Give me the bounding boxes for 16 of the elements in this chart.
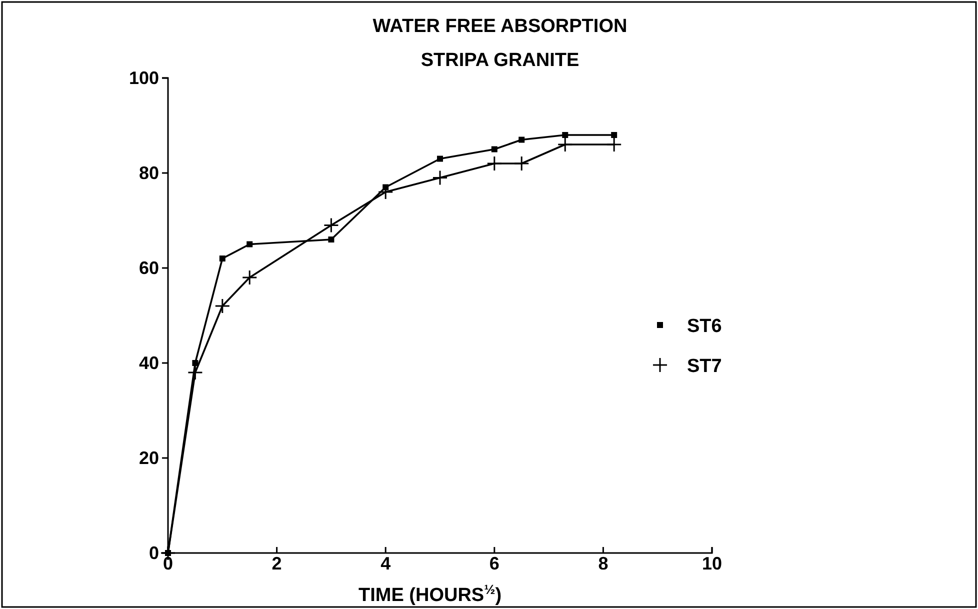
x-tick-label: 4: [380, 554, 391, 574]
y-tick-label: 80: [138, 162, 159, 183]
x-tick-label: 0: [162, 554, 174, 574]
x-tick-label: 8: [598, 554, 608, 574]
x-tick-label: 2: [272, 554, 282, 574]
legend-label: ST6: [687, 316, 722, 337]
chart-title: WATER FREE ABSORPTION: [372, 16, 628, 37]
x-tick-label: 10: [702, 554, 722, 574]
chart-subtitle: STRIPA GRANITE: [420, 50, 580, 71]
y-tick-label: 100: [128, 68, 159, 88]
y-tick-label: 60: [138, 258, 159, 278]
y-tick-label: 20: [138, 448, 159, 468]
legend-label: ST7: [687, 356, 722, 377]
x-axis-title: TIME (HOURS$^{½}$): [358, 582, 502, 606]
y-tick-label: 40: [138, 352, 159, 373]
x-tick-label: 6: [489, 554, 500, 574]
